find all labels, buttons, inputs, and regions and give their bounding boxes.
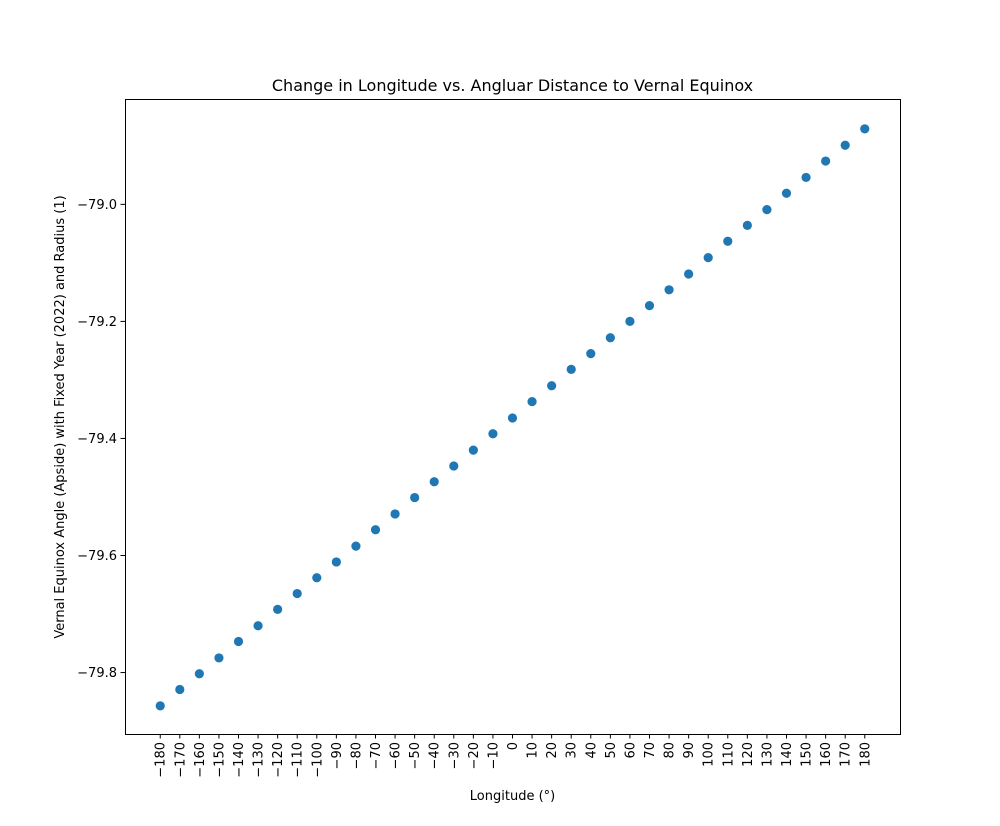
- data-point: [860, 124, 870, 134]
- data-point: [488, 429, 498, 439]
- y-axis-ticks: −79.8 −79.6 −79.4 −79.2 −79.0: [77, 198, 125, 681]
- data-point: [840, 140, 850, 150]
- data-point: [410, 492, 420, 503]
- data-point: [742, 220, 752, 231]
- x-tick-label: −30: [447, 742, 462, 769]
- data-point: [253, 621, 263, 631]
- x-tick-label: −130: [252, 742, 267, 778]
- x-tick-label: 180: [858, 742, 873, 767]
- y-tick-label: −79.2: [77, 315, 117, 330]
- data-point: [390, 509, 400, 519]
- data-point: [625, 316, 635, 326]
- x-tick-label: −70: [369, 742, 384, 769]
- x-tick-label: 70: [643, 742, 658, 759]
- data-point: [351, 541, 361, 551]
- y-tick-label: −79.4: [77, 432, 117, 447]
- x-tick-label: 170: [839, 742, 854, 767]
- x-tick-label: −60: [389, 742, 404, 769]
- data-point: [468, 445, 478, 455]
- x-tick-label: 30: [565, 742, 580, 759]
- x-tick-label: 10: [526, 742, 541, 759]
- y-axis-label: Vernal Equinox Angle (Apside) with Fixed…: [53, 195, 68, 638]
- x-tick-label: 80: [663, 742, 678, 759]
- y-tick-label: −79.0: [77, 198, 117, 213]
- x-tick-label: −120: [271, 742, 286, 778]
- x-tick-label: 90: [682, 742, 697, 759]
- x-tick-label: 50: [604, 742, 619, 759]
- data-point: [703, 253, 713, 263]
- x-tick-label: 120: [741, 742, 756, 767]
- x-tick-label: 160: [819, 742, 834, 767]
- x-tick-label: −20: [467, 742, 482, 769]
- x-tick-label: −170: [173, 742, 188, 778]
- x-tick-label: −80: [349, 742, 364, 769]
- data-point: [605, 333, 615, 343]
- data-point: [801, 172, 811, 183]
- x-tick-label: −150: [212, 742, 227, 778]
- x-axis-label: Longitude (°): [470, 789, 555, 804]
- data-point: [331, 557, 341, 567]
- data-point: [507, 413, 518, 423]
- x-tick-label: −10: [486, 742, 501, 769]
- x-tick-label: −40: [428, 742, 443, 769]
- data-point: [821, 156, 831, 166]
- data-point: [566, 364, 576, 374]
- data-point: [292, 588, 302, 599]
- plot-area-frame: [125, 99, 901, 735]
- data-point: [194, 669, 204, 679]
- x-tick-label: −140: [232, 742, 247, 778]
- x-tick-label: 20: [545, 742, 560, 759]
- data-point: [586, 348, 596, 359]
- x-tick-label: 110: [721, 742, 736, 767]
- x-tick-label: −160: [193, 742, 208, 778]
- x-tick-label: 60: [623, 742, 638, 759]
- data-point: [762, 205, 772, 215]
- data-point: [781, 188, 792, 198]
- data-point: [684, 269, 694, 279]
- x-tick-label: 150: [800, 742, 815, 767]
- x-tick-label: −90: [330, 742, 345, 769]
- y-tick-label: −79.8: [77, 666, 117, 681]
- x-tick-label: −50: [408, 742, 423, 769]
- scatter-points: [155, 124, 870, 711]
- data-point: [527, 396, 537, 407]
- data-point: [547, 381, 557, 391]
- data-point: [429, 477, 439, 487]
- x-tick-label: 140: [780, 742, 795, 767]
- data-point: [273, 604, 283, 614]
- data-point: [644, 300, 655, 311]
- data-point: [449, 461, 459, 471]
- chart-title: Change in Longitude vs. Angluar Distance…: [272, 76, 753, 95]
- data-point: [723, 236, 733, 246]
- data-point: [214, 653, 224, 663]
- x-tick-label: 40: [584, 742, 599, 759]
- x-tick-label: −180: [154, 742, 169, 778]
- data-point: [233, 636, 244, 647]
- x-tick-label: 100: [702, 742, 717, 767]
- y-tick-label: −79.6: [77, 549, 117, 564]
- data-point: [664, 285, 674, 295]
- x-tick-label: 130: [760, 742, 775, 767]
- data-point: [312, 573, 322, 583]
- data-point: [175, 684, 185, 695]
- x-tick-label: −110: [291, 742, 306, 778]
- data-point: [370, 525, 381, 535]
- x-tick-label: 0: [506, 742, 521, 750]
- data-point: [155, 701, 165, 711]
- x-tick-label: −100: [310, 742, 325, 778]
